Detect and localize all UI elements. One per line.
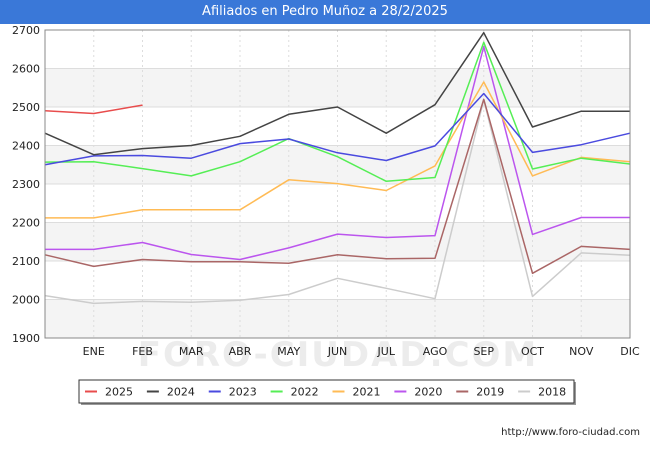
series-line-2022 xyxy=(44,41,631,183)
series-line-2023 xyxy=(44,92,631,166)
plot-frame xyxy=(44,29,631,339)
legend-label-2021: 2021 xyxy=(353,386,381,399)
x-tick-label: DIC xyxy=(620,345,640,358)
x-tick-label: MAR xyxy=(179,345,204,358)
legend-label-2020: 2020 xyxy=(414,386,442,399)
series-lines xyxy=(44,31,631,305)
y-tick-label: 2000 xyxy=(12,294,40,307)
x-tick-label: ABR xyxy=(229,345,252,358)
y-tick-label: 2400 xyxy=(12,140,40,153)
source-credit[interactable]: http://www.foro-ciudad.com xyxy=(501,427,640,438)
x-tick-label: MAY xyxy=(277,345,300,358)
y-tick-label: 1900 xyxy=(12,332,40,345)
legend-box xyxy=(78,379,575,404)
chart-title: Afiliados en Pedro Muñoz a 28/2/2025 xyxy=(0,0,650,24)
legend-label-2018: 2018 xyxy=(538,386,566,399)
series-line-2020 xyxy=(45,45,630,261)
x-tick-labels: ENE FEB MAR ABR MAY JUN JUL AGO SEP OCT NOV DIC xyxy=(83,345,640,358)
legend-label-2022: 2022 xyxy=(291,386,319,399)
legend-label-2019: 2019 xyxy=(476,386,504,399)
y-tick-label: 2100 xyxy=(12,255,40,268)
series-line-2024 xyxy=(44,31,630,156)
y-tick-label: 2600 xyxy=(12,63,40,76)
x-tick-label: OCT xyxy=(521,345,544,358)
series-line-2025 xyxy=(44,104,143,115)
axes xyxy=(44,29,631,339)
y-tick-label: 2700 xyxy=(12,24,40,37)
y-tick-label: 2300 xyxy=(12,178,40,191)
y-tick-label: 2200 xyxy=(12,217,40,230)
legend-label-2024: 2024 xyxy=(167,386,195,399)
legend-label-2025: 2025 xyxy=(105,386,133,399)
series-line-2021 xyxy=(45,81,631,219)
x-tick-label: JUN xyxy=(327,345,348,358)
watermark: FORO-CIUDAD.COM xyxy=(138,335,539,375)
x-tick-label: FEB xyxy=(132,345,153,358)
x-tick-label: JUL xyxy=(377,345,396,358)
series-line-2019 xyxy=(44,98,631,275)
x-tick-label: SEP xyxy=(473,345,494,358)
legend-label-2023: 2023 xyxy=(229,386,257,399)
y-tick-labels: 1900 2000 2100 2200 2300 2400 2500 2600 2700 xyxy=(12,24,40,345)
x-tick-label: NOV xyxy=(569,345,594,358)
series-line-2018 xyxy=(44,98,631,305)
x-tick-label: ENE xyxy=(83,345,105,358)
x-tick-label: AGO xyxy=(423,345,448,358)
y-tick-label: 2500 xyxy=(12,101,40,114)
legend: 2025 2024 2023 2022 2021 2020 2019 2018 xyxy=(78,379,576,405)
